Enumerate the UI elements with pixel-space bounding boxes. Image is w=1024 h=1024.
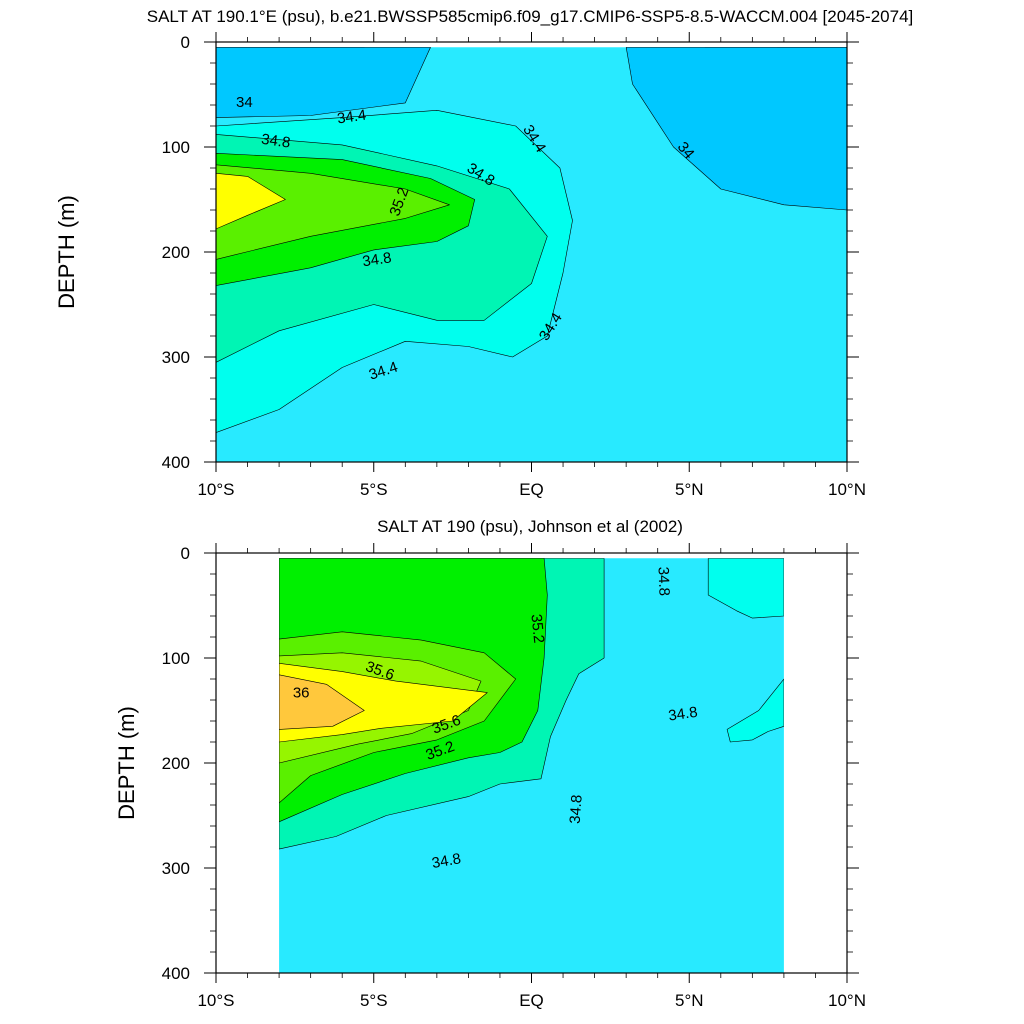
top-panel-title: SALT AT 190.1°E (psu), b.e21.BWSSP585cmi…	[147, 7, 914, 26]
x-tick-label: 10°N	[828, 991, 866, 1010]
bottom-contour-plot: 10°S 5°S EQ 5°N 10°N010020030040034.835.235.…	[162, 543, 866, 1010]
contour-label: 34.8	[431, 850, 463, 872]
contour-region-34-2	[625, 47, 847, 211]
contour-region-34-6	[707, 558, 784, 619]
contour-label: 34.8	[567, 794, 586, 824]
contour-label: 34	[674, 139, 698, 163]
top-panel-ylabel: DEPTH (m)	[54, 195, 79, 309]
axes: 10°S 5°S EQ 5°N 10°N 0 100 200 300 400	[162, 543, 866, 1010]
contour-fills	[279, 558, 784, 850]
y-tick-label: 300	[162, 859, 190, 878]
x-tick-label: 10°S	[197, 991, 234, 1010]
y-tick-label: 0	[181, 33, 190, 52]
contour-region-34-6	[726, 678, 784, 743]
y-tick-label: 400	[162, 453, 190, 472]
panel-top: SALT AT 190.1°E (psu), b.e21.BWSSP585cmi…	[54, 7, 913, 499]
x-tick-label: EQ	[519, 480, 544, 499]
contour-label: 36	[293, 685, 310, 702]
contour-region-35-2	[216, 164, 450, 260]
x-tick-label: 5°N	[675, 991, 704, 1010]
y-tick-label: 300	[162, 348, 190, 367]
y-tick-label: 100	[162, 138, 190, 157]
x-tick-label: EQ	[519, 991, 544, 1010]
panel-bottom: SALT AT 190 (psu), Johnson et al (2002) …	[114, 517, 866, 1010]
contour-label: 34.8	[260, 131, 291, 152]
contour-label: 34.8	[667, 704, 698, 725]
contour-fills	[216, 47, 847, 462]
top-contour-plot: 10°S 5°S EQ 5°N 10°N 0 100 200 300 400 34 34.4 34.8 3…	[162, 32, 866, 499]
y-tick-label: 100	[162, 649, 190, 668]
x-tick-label: 5°N	[675, 480, 704, 499]
bottom-panel-title: SALT AT 190 (psu), Johnson et al (2002)	[377, 517, 683, 536]
x-tick-label: 5°S	[360, 480, 388, 499]
x-tick-label: 10°S	[197, 480, 234, 499]
x-tick-label: 10°N	[828, 480, 866, 499]
y-tick-label: 200	[162, 754, 190, 773]
contour-label: 35.2	[527, 613, 547, 644]
y-tick-label: 200	[162, 243, 190, 262]
contour-label: 34.8	[655, 566, 673, 596]
x-tick-label: 5°S	[360, 991, 388, 1010]
contour-label: 34	[236, 94, 253, 111]
bottom-panel-ylabel: DEPTH (m)	[114, 706, 139, 820]
contour-label: 34.8	[361, 249, 392, 270]
contour-label: 34.4	[336, 107, 367, 128]
contour-region-35-6	[216, 173, 286, 230]
axes: 10°S 5°S EQ 5°N 10°N 0 100 200 300 400	[162, 32, 866, 499]
y-tick-label: 0	[181, 544, 190, 563]
contour-region-34-2	[216, 47, 431, 118]
contour-region-36	[279, 674, 365, 730]
y-tick-label: 400	[162, 964, 190, 983]
